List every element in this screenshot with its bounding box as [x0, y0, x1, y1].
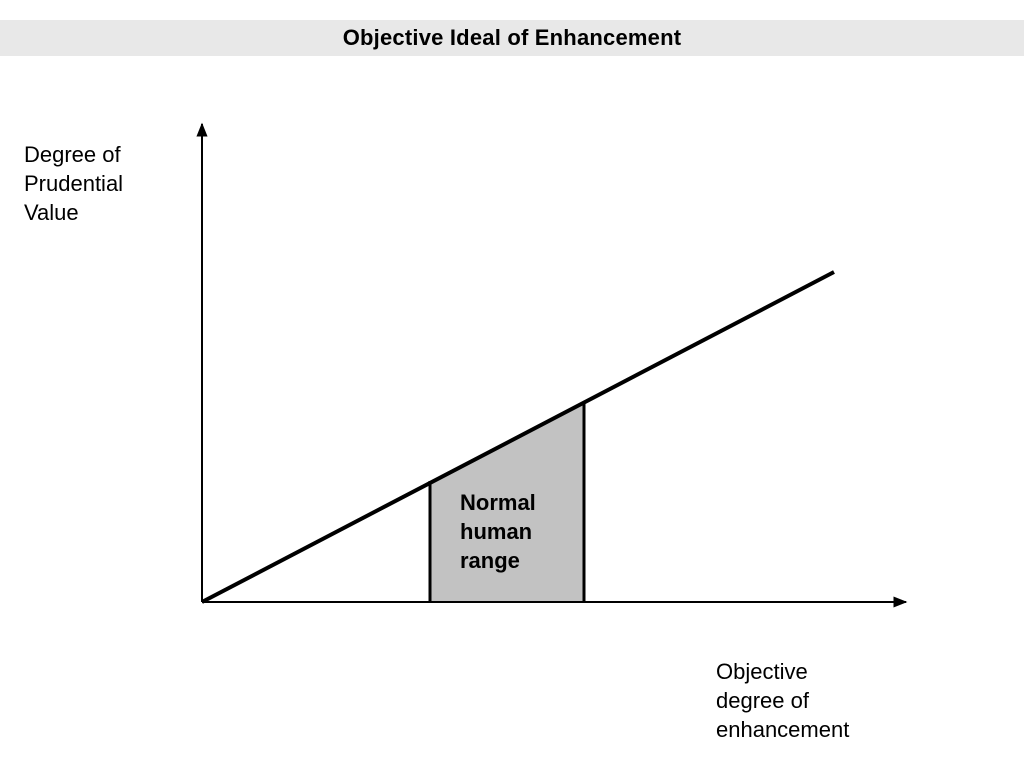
x-axis-label-line: enhancement	[716, 717, 850, 742]
prudential-value-line	[201, 270, 835, 604]
diagram-title: Objective Ideal of Enhancement	[342, 25, 682, 50]
normal-range-label-line: human	[460, 519, 533, 544]
x-axis-label: Objective degree of enhancement	[716, 657, 916, 744]
normal-range-region	[430, 403, 584, 602]
normal-range-label: Normal human range	[460, 488, 580, 575]
y-axis-label-line: Prudential	[24, 171, 124, 196]
normal-range-label-line: Normal	[460, 490, 536, 515]
title-bar: Objective Ideal of Enhancement	[0, 20, 1024, 56]
y-axis-label-line: Degree of	[24, 142, 121, 167]
x-axis-label-line: degree of	[716, 688, 809, 713]
x-axis-label-line: Objective	[716, 659, 808, 684]
normal-range-label-line: range	[460, 548, 520, 573]
y-axis-label-line: Value	[24, 200, 79, 225]
y-axis-label: Degree of Prudential Value	[24, 140, 194, 227]
